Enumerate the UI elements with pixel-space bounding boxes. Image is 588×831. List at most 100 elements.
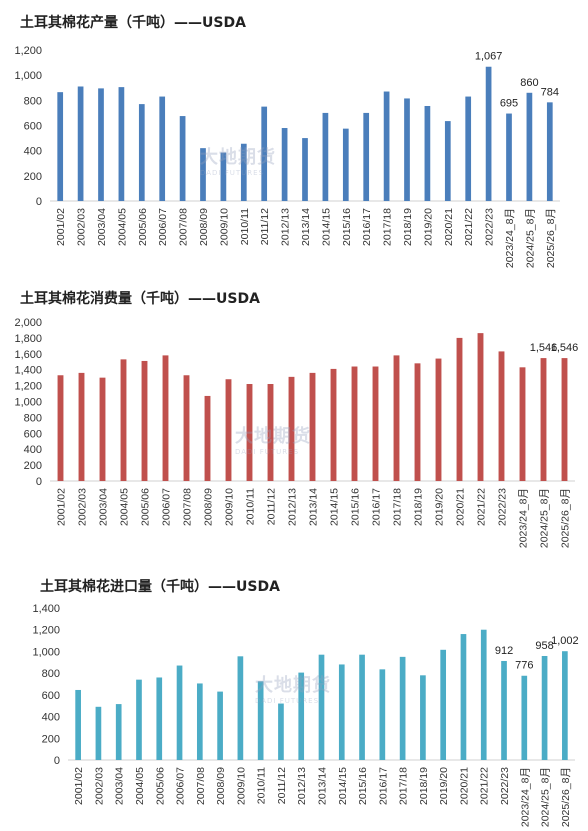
x-tick-label: 2009/10 xyxy=(235,767,247,805)
bar xyxy=(501,660,507,760)
x-tick-label: 2006/07 xyxy=(175,767,187,805)
x-tick-label: 2018/19 xyxy=(402,208,414,246)
bar xyxy=(309,372,316,481)
bar xyxy=(183,375,190,481)
bar xyxy=(521,675,528,760)
y-tick-label: 0 xyxy=(36,476,42,488)
y-tick-label: 1,200 xyxy=(14,45,42,57)
bar xyxy=(330,368,337,481)
x-tick-label: 2007/08 xyxy=(182,488,194,526)
x-tick-label: 2011/12 xyxy=(276,767,288,804)
bar xyxy=(267,384,274,481)
bar xyxy=(435,358,442,481)
x-tick-label: 2015/16 xyxy=(350,488,362,526)
bar xyxy=(444,121,451,201)
x-tick-label: 2007/08 xyxy=(195,767,207,805)
x-tick-label: 2008/09 xyxy=(203,488,215,526)
y-tick-label: 800 xyxy=(42,668,60,680)
x-tick-label: 2024/25_8月 xyxy=(539,488,551,548)
bar xyxy=(176,665,183,760)
y-tick-label: 200 xyxy=(24,460,42,472)
consumption-chart: 土耳其棉花消费量（千吨）——USDA 0 200 400 600 800 1,000 1,2… xyxy=(0,280,588,550)
y-tick-label: 600 xyxy=(24,121,42,133)
bar xyxy=(278,703,284,760)
x-tick-label: 2002/03 xyxy=(76,208,88,246)
import-chart: 土耳其棉花进口量（千吨）——USDA 0 200 400 600 800 1,000 1,2… xyxy=(0,566,588,831)
x-tick-label: 2025/26_8月 xyxy=(560,488,572,548)
bar xyxy=(498,351,505,481)
x-tick-label: 2016/17 xyxy=(371,488,383,526)
bar xyxy=(546,102,553,201)
y-tick-label: 800 xyxy=(24,412,42,424)
x-tick-label: 2006/07 xyxy=(161,488,173,526)
x-tick-label: 2021/22 xyxy=(479,767,491,805)
bar xyxy=(220,152,227,201)
x-tick-label: 2015/16 xyxy=(341,208,353,246)
x-tick-label: 2019/20 xyxy=(422,208,434,246)
x-tick-label: 2022/23 xyxy=(499,767,511,805)
bar xyxy=(351,366,358,481)
x-tick-label: 2018/19 xyxy=(418,767,430,805)
bar xyxy=(261,106,268,201)
bar xyxy=(156,677,163,760)
bar xyxy=(541,655,548,760)
y-tick-label: 1,800 xyxy=(14,333,42,345)
bar xyxy=(77,86,84,201)
y-tick-label: 1,000 xyxy=(32,646,60,658)
bar xyxy=(302,138,308,201)
consumption-chart-svg: 0 200 400 600 800 1,000 1,200 1,400 1,600 1,800 2,… xyxy=(14,317,579,548)
bar xyxy=(159,96,166,201)
x-tick-label: 2006/07 xyxy=(157,208,169,246)
x-tick-label: 2014/15 xyxy=(329,488,341,526)
x-tick-label: 2017/18 xyxy=(382,208,394,246)
bar xyxy=(288,376,295,481)
x-tick-label: 2014/15 xyxy=(337,767,349,805)
x-tick-label: 2015/16 xyxy=(357,767,369,805)
bar xyxy=(246,384,253,481)
x-tick-label: 2025/26_8月 xyxy=(545,208,557,268)
y-tick-label: 1,200 xyxy=(32,625,60,637)
x-tick-label: 2022/23 xyxy=(484,208,496,246)
bar xyxy=(98,88,104,201)
data-label: 695 xyxy=(500,98,518,110)
x-tick-label: 2017/18 xyxy=(398,767,410,805)
bar xyxy=(485,66,492,201)
bar xyxy=(204,395,211,481)
y-tick-label: 400 xyxy=(24,444,42,456)
bar xyxy=(200,148,206,201)
bar xyxy=(562,651,568,760)
x-tick-label: 2010/11 xyxy=(239,208,251,245)
bar xyxy=(95,706,102,760)
x-tick-label: 2010/11 xyxy=(256,767,268,804)
data-label: 912 xyxy=(495,645,513,657)
y-tick-label: 400 xyxy=(42,712,60,724)
y-tick-label: 600 xyxy=(24,428,42,440)
x-tick-label: 2020/21 xyxy=(455,488,467,526)
y-tick-label: 1,600 xyxy=(14,349,42,361)
x-tick-label: 2024/25_8月 xyxy=(540,767,552,827)
bar xyxy=(115,704,122,760)
x-tick-label: 2003/04 xyxy=(96,208,108,246)
y-tick-label: 1,400 xyxy=(14,365,42,377)
bar xyxy=(480,629,487,760)
x-tick-label: 2021/22 xyxy=(463,208,475,246)
y-tick-label: 400 xyxy=(24,146,42,158)
x-tick-label: 2008/09 xyxy=(215,767,227,805)
x-tick-label: 2013/14 xyxy=(308,488,320,526)
bar xyxy=(359,654,365,760)
x-tick-label: 2001/02 xyxy=(55,208,67,246)
bar xyxy=(57,92,64,201)
x-tick-label: 2005/06 xyxy=(140,488,152,526)
bar xyxy=(506,113,512,201)
x-tick-label: 2004/05 xyxy=(116,208,128,246)
bar xyxy=(196,683,203,760)
data-label: 1,546 xyxy=(551,342,579,354)
y-tick-label: 1,000 xyxy=(14,70,42,82)
x-tick-label: 2022/23 xyxy=(497,488,509,526)
x-tick-label: 2001/02 xyxy=(73,767,85,805)
import-chart-svg: 0 200 400 600 800 1,000 1,200 1,400 2001/02 2002/… xyxy=(32,603,578,827)
bar xyxy=(57,375,64,481)
bar xyxy=(342,128,349,201)
x-tick-label: 2001/02 xyxy=(56,488,68,526)
bar xyxy=(561,358,568,481)
